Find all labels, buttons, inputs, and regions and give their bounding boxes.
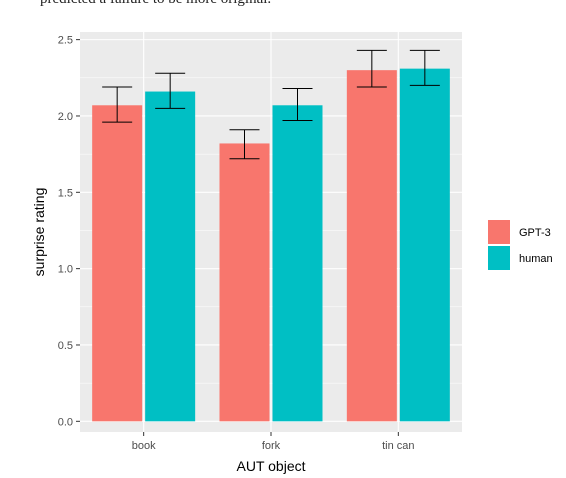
y-tick-label: 0.0: [58, 416, 73, 428]
error-bars: [102, 49, 440, 160]
x-tick-label: fork: [262, 440, 281, 452]
y-axis-title: surprise rating: [31, 188, 47, 277]
bar-gpt-3-book: [92, 105, 143, 422]
x-tick-label: book: [132, 440, 156, 452]
y-tick-label: 2.0: [58, 111, 73, 123]
x-axis-ticks: book fork tin can: [132, 432, 415, 452]
bar-human-book: [145, 91, 196, 422]
y-tick-label: 2.5: [58, 35, 73, 47]
legend-key-gpt-3: [488, 220, 510, 244]
bar-human-fork: [272, 105, 323, 422]
bar-gpt-3-fork: [219, 143, 270, 422]
bar-human-tin-can: [399, 68, 450, 422]
legend-label: GPT-3: [519, 227, 551, 239]
legend-label: human: [519, 253, 553, 265]
legend: GPT-3 human: [488, 220, 553, 270]
gridlines: [80, 32, 462, 432]
y-tick-label: 1.5: [58, 187, 73, 199]
x-tick-label: tin can: [382, 440, 414, 452]
y-tick-label: 0.5: [58, 340, 73, 352]
legend-key-human: [488, 246, 510, 270]
bar-gpt-3-tin-can: [346, 70, 397, 422]
y-tick-label: 1.0: [58, 264, 73, 276]
header-text: predicted a failure to be more original.: [40, 0, 271, 8]
x-axis-title: AUT object: [237, 458, 306, 474]
y-axis-ticks: 0.0 0.5 1.0 1.5 2.0 2.5: [58, 35, 80, 428]
bars: [92, 68, 450, 422]
